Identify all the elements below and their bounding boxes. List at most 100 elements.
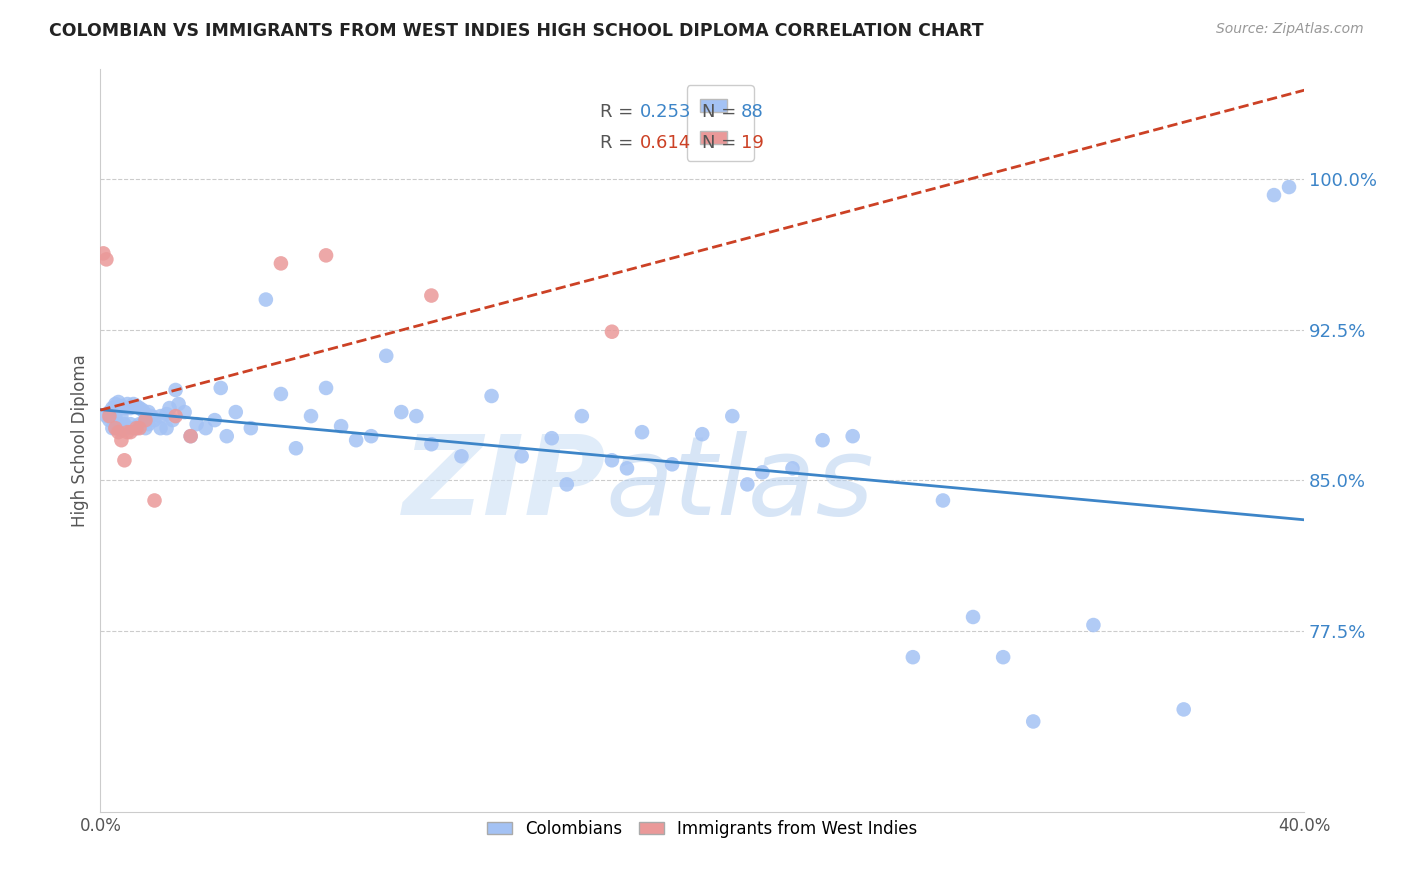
- Point: [131, 403, 153, 417]
- Point: [600, 325, 623, 339]
- Point: [120, 425, 142, 439]
- Point: [173, 405, 195, 419]
- Point: [110, 409, 132, 423]
- Point: [112, 417, 135, 431]
- Point: [932, 493, 955, 508]
- Point: [149, 421, 172, 435]
- Point: [962, 610, 984, 624]
- Point: [165, 383, 187, 397]
- Text: 0.614: 0.614: [640, 134, 690, 152]
- Point: [420, 288, 443, 302]
- Point: [360, 429, 382, 443]
- Point: [120, 401, 142, 415]
- Point: [120, 417, 142, 431]
- Point: [112, 453, 135, 467]
- Point: [811, 433, 834, 447]
- Point: [125, 399, 148, 413]
- Point: [721, 409, 744, 423]
- Text: Source: ZipAtlas.com: Source: ZipAtlas.com: [1216, 22, 1364, 37]
- Point: [180, 429, 202, 443]
- Point: [616, 461, 638, 475]
- Point: [98, 413, 121, 427]
- Point: [631, 425, 654, 439]
- Point: [107, 417, 129, 431]
- Point: [96, 252, 118, 267]
- Point: [901, 650, 924, 665]
- Text: 19: 19: [741, 134, 763, 152]
- Point: [737, 477, 759, 491]
- Point: [143, 493, 166, 508]
- Point: [841, 429, 863, 443]
- Point: [98, 409, 121, 423]
- Point: [117, 425, 139, 439]
- Text: N =: N =: [702, 103, 742, 120]
- Point: [125, 421, 148, 435]
- Point: [117, 397, 139, 411]
- Point: [555, 477, 578, 491]
- Point: [389, 405, 412, 419]
- Point: [104, 421, 127, 435]
- Point: [600, 453, 623, 467]
- Point: [571, 409, 593, 423]
- Point: [254, 293, 277, 307]
- Point: [315, 248, 337, 262]
- Point: [194, 421, 217, 435]
- Point: [420, 437, 443, 451]
- Point: [96, 409, 118, 423]
- Text: R =: R =: [600, 103, 638, 120]
- Point: [101, 401, 124, 415]
- Point: [155, 421, 177, 435]
- Point: [330, 419, 353, 434]
- Point: [122, 397, 145, 411]
- Point: [344, 433, 367, 447]
- Text: COLOMBIAN VS IMMIGRANTS FROM WEST INDIES HIGH SCHOOL DIPLOMA CORRELATION CHART: COLOMBIAN VS IMMIGRANTS FROM WEST INDIES…: [49, 22, 984, 40]
- Point: [162, 413, 184, 427]
- Point: [138, 417, 160, 431]
- Point: [134, 421, 156, 435]
- Point: [299, 409, 322, 423]
- Point: [122, 421, 145, 435]
- Point: [270, 256, 292, 270]
- Point: [239, 421, 262, 435]
- Point: [1083, 618, 1105, 632]
- Point: [204, 413, 226, 427]
- Text: 0.253: 0.253: [640, 103, 692, 120]
- Point: [134, 413, 156, 427]
- Point: [690, 427, 713, 442]
- Point: [107, 425, 129, 439]
- Point: [991, 650, 1014, 665]
- Point: [104, 397, 127, 411]
- Point: [540, 431, 562, 445]
- Point: [141, 409, 163, 423]
- Point: [167, 397, 190, 411]
- Point: [104, 421, 127, 435]
- Point: [98, 405, 121, 419]
- Text: 88: 88: [741, 103, 763, 120]
- Point: [110, 433, 132, 447]
- Point: [782, 461, 804, 475]
- Point: [405, 409, 427, 423]
- Point: [125, 421, 148, 435]
- Point: [209, 381, 232, 395]
- Point: [510, 450, 533, 464]
- Point: [128, 401, 150, 415]
- Point: [1173, 702, 1195, 716]
- Point: [93, 246, 115, 260]
- Text: N =: N =: [702, 134, 742, 152]
- Point: [1278, 180, 1301, 194]
- Y-axis label: High School Diploma: High School Diploma: [72, 354, 89, 526]
- Point: [134, 407, 156, 421]
- Point: [1022, 714, 1045, 729]
- Point: [104, 409, 127, 423]
- Point: [159, 401, 181, 415]
- Legend: Colombians, Immigrants from West Indies: Colombians, Immigrants from West Indies: [481, 814, 924, 845]
- Point: [225, 405, 247, 419]
- Point: [450, 450, 472, 464]
- Text: ZIP: ZIP: [402, 432, 606, 538]
- Point: [315, 381, 337, 395]
- Point: [107, 395, 129, 409]
- Point: [180, 429, 202, 443]
- Point: [143, 413, 166, 427]
- Point: [155, 407, 177, 421]
- Point: [117, 421, 139, 435]
